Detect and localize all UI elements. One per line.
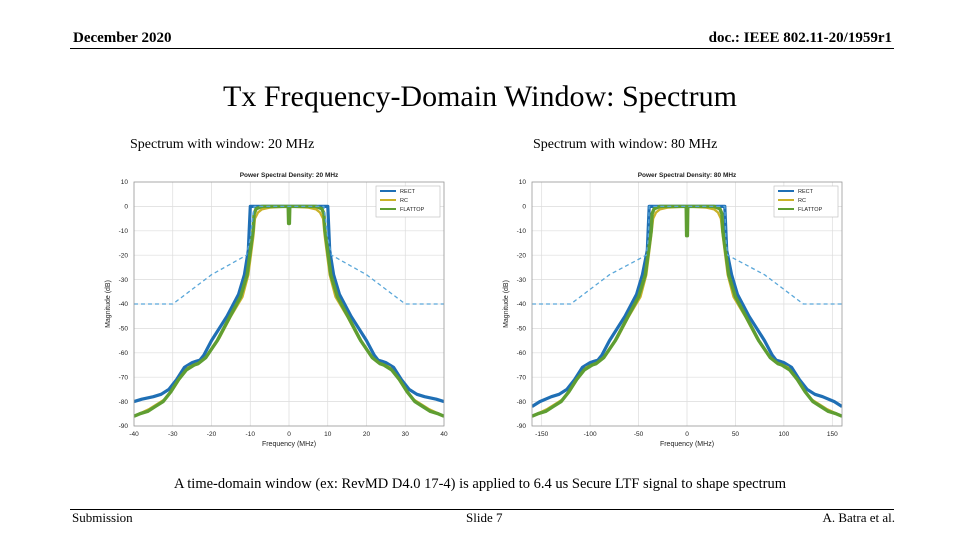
header-doc-id: doc.: IEEE 802.11-20/1959r1: [708, 30, 892, 46]
legend-entry: RC: [400, 198, 408, 204]
x-tick-label: 0: [685, 431, 689, 438]
footer-rule: [70, 509, 894, 510]
caption-right: Spectrum with window: 80 MHz: [533, 137, 718, 152]
x-tick-label: 50: [732, 431, 740, 438]
y-axis-label: Magnitude (dB): [503, 280, 510, 328]
x-tick-label: 30: [402, 431, 410, 438]
y-tick-label: -20: [517, 252, 527, 259]
x-tick-label: -150: [535, 431, 548, 438]
x-axis-label: Frequency (MHz): [262, 441, 316, 448]
footer-slide-number: Slide 7: [466, 510, 503, 525]
y-tick-label: -30: [517, 277, 527, 284]
x-tick-label: -30: [168, 431, 178, 438]
y-tick-label: -50: [517, 326, 527, 333]
x-tick-label: 10: [324, 431, 332, 438]
y-tick-label: 10: [121, 179, 129, 186]
plot-frame: [133, 181, 445, 427]
x-tick-label: -50: [634, 431, 644, 438]
x-axis-label: Frequency (MHz): [660, 441, 714, 448]
y-tick-label: -70: [119, 374, 129, 381]
y-tick-label: -20: [119, 252, 129, 259]
series-mask: [532, 205, 842, 305]
y-tick-label: -90: [119, 423, 129, 430]
x-tick-label: 20: [363, 431, 371, 438]
series-flattop: [532, 204, 842, 418]
y-tick-label: -90: [517, 423, 527, 430]
y-tick-label: -10: [119, 228, 129, 235]
y-tick-label: -60: [119, 350, 129, 357]
plot-frame: [531, 181, 843, 427]
slide-note: A time-domain window (ex: RevMD D4.0 17-…: [173, 476, 786, 492]
x-tick-label: 40: [440, 431, 448, 438]
chart-20mhz: -40 -30 -20 -10 0 10 20 30 40 10 0 -10 -20 -30 -40 -50 -…: [105, 172, 448, 448]
y-tick-label: 0: [522, 204, 526, 211]
legend-entry: RECT: [798, 189, 814, 195]
x-tick-label: -100: [584, 431, 597, 438]
legend-entry: RC: [798, 198, 806, 204]
y-tick-label: -80: [517, 399, 527, 406]
series-mask: [134, 205, 444, 305]
chart-title: Power Spectral Density: 80 MHz: [638, 172, 737, 179]
y-tick-label: -60: [517, 350, 527, 357]
legend-entry: FLATTOP: [400, 207, 425, 213]
legend-entry: RECT: [400, 189, 416, 195]
y-tick-label: 0: [124, 204, 128, 211]
footer-submission: Submission: [72, 510, 133, 525]
legend-entry: FLATTOP: [798, 207, 823, 213]
x-tick-label: -40: [129, 431, 139, 438]
x-tick-label: 0: [287, 431, 291, 438]
y-tick-label: -40: [517, 301, 527, 308]
header-date: December 2020: [73, 30, 172, 46]
x-tick-label: -10: [246, 431, 256, 438]
footer-authors: A. Batra et al.: [822, 510, 895, 525]
x-tick-label: 150: [827, 431, 838, 438]
chart-title: Power Spectral Density: 20 MHz: [240, 172, 339, 179]
y-tick-label: 10: [519, 179, 527, 186]
series-flattop: [134, 204, 444, 418]
caption-left: Spectrum with window: 20 MHz: [130, 137, 315, 152]
y-tick-label: -50: [119, 326, 129, 333]
y-axis-label: Magnitude (dB): [105, 280, 112, 328]
y-tick-label: -70: [517, 374, 527, 381]
y-tick-label: -40: [119, 301, 129, 308]
y-tick-label: -30: [119, 277, 129, 284]
x-tick-label: -20: [207, 431, 217, 438]
y-tick-label: -80: [119, 399, 129, 406]
slide-title: Tx Frequency-Domain Window: Spectrum: [223, 80, 737, 113]
header-rule: [70, 48, 894, 49]
chart-80mhz: -150 -100 -50 0 50 100 150100-10-20-30-40-50-6…: [503, 172, 843, 448]
y-tick-label: -10: [517, 228, 527, 235]
x-tick-label: 100: [778, 431, 789, 438]
